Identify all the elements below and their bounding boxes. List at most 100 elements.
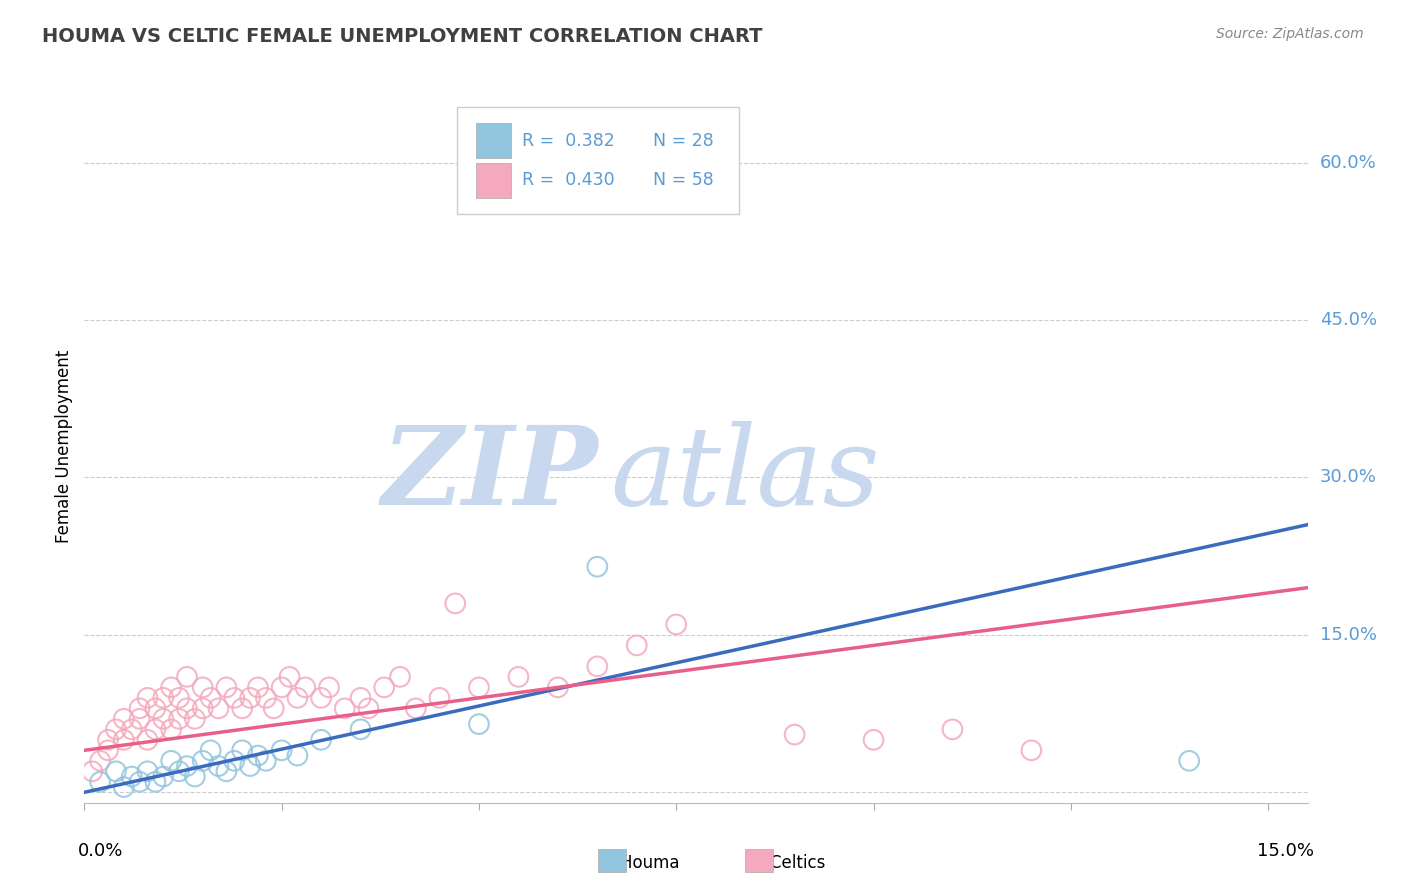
Text: 0.0%: 0.0% <box>79 842 124 860</box>
Point <box>389 670 412 684</box>
Text: 15.0%: 15.0% <box>1257 842 1313 860</box>
Point <box>468 717 491 731</box>
Point <box>405 701 427 715</box>
Y-axis label: Female Unemployment: Female Unemployment <box>55 350 73 542</box>
Point <box>586 659 609 673</box>
Point <box>145 723 167 737</box>
Point <box>104 723 127 737</box>
Point <box>224 754 246 768</box>
Point <box>349 723 371 737</box>
Point <box>294 681 316 695</box>
Text: Houma: Houma <box>599 855 681 872</box>
Point <box>626 639 648 653</box>
Point <box>1178 754 1201 768</box>
Point <box>207 701 229 715</box>
Text: R =  0.382: R = 0.382 <box>522 132 614 150</box>
Point <box>309 690 332 705</box>
Point <box>97 732 120 747</box>
Point <box>176 759 198 773</box>
Point <box>254 690 277 705</box>
Point <box>152 712 174 726</box>
Point <box>429 690 451 705</box>
Point <box>136 732 159 747</box>
Point <box>508 670 530 684</box>
Point <box>246 748 269 763</box>
Point <box>167 690 190 705</box>
Point <box>136 690 159 705</box>
Point <box>547 681 569 695</box>
Point <box>121 770 143 784</box>
Point <box>231 743 253 757</box>
Point <box>145 701 167 715</box>
Point <box>152 690 174 705</box>
Point <box>97 743 120 757</box>
Point <box>246 681 269 695</box>
Point <box>215 764 238 779</box>
Point <box>333 701 356 715</box>
Point <box>270 743 292 757</box>
Point <box>468 681 491 695</box>
Point <box>112 732 135 747</box>
Text: N = 28: N = 28 <box>654 132 714 150</box>
Point <box>89 754 111 768</box>
Text: 45.0%: 45.0% <box>1320 311 1376 329</box>
Point <box>112 780 135 794</box>
Point <box>136 764 159 779</box>
Point <box>349 690 371 705</box>
Point <box>176 701 198 715</box>
Point <box>941 723 963 737</box>
Point <box>373 681 395 695</box>
Point <box>191 681 214 695</box>
Point <box>160 754 183 768</box>
FancyBboxPatch shape <box>475 162 512 198</box>
Text: Source: ZipAtlas.com: Source: ZipAtlas.com <box>1216 27 1364 41</box>
Point <box>239 759 262 773</box>
Point <box>287 748 309 763</box>
Point <box>160 723 183 737</box>
Point <box>184 770 207 784</box>
Point <box>145 774 167 789</box>
Point <box>318 681 340 695</box>
Point <box>128 712 150 726</box>
Point <box>287 690 309 705</box>
Point <box>191 701 214 715</box>
Point <box>231 701 253 715</box>
Text: atlas: atlas <box>610 421 880 528</box>
Point <box>207 759 229 773</box>
Point <box>128 701 150 715</box>
FancyBboxPatch shape <box>475 123 512 159</box>
Point <box>444 596 467 610</box>
Text: ZIP: ZIP <box>381 421 598 528</box>
Text: R =  0.430: R = 0.430 <box>522 171 614 189</box>
Point <box>309 732 332 747</box>
Text: 60.0%: 60.0% <box>1320 153 1376 171</box>
Point <box>89 774 111 789</box>
Point <box>254 754 277 768</box>
Point <box>665 617 688 632</box>
Point <box>176 670 198 684</box>
Point <box>783 728 806 742</box>
Point <box>167 712 190 726</box>
Point <box>862 732 884 747</box>
Point <box>586 559 609 574</box>
Point <box>224 690 246 705</box>
Point <box>1021 743 1043 757</box>
Point <box>152 770 174 784</box>
Point <box>184 712 207 726</box>
Point <box>270 681 292 695</box>
Point <box>167 764 190 779</box>
Point <box>121 723 143 737</box>
Point <box>239 690 262 705</box>
Point <box>82 764 104 779</box>
Point <box>112 712 135 726</box>
Point <box>215 681 238 695</box>
Point <box>200 743 222 757</box>
Point <box>104 764 127 779</box>
Point <box>200 690 222 705</box>
Point <box>128 774 150 789</box>
Text: HOUMA VS CELTIC FEMALE UNEMPLOYMENT CORRELATION CHART: HOUMA VS CELTIC FEMALE UNEMPLOYMENT CORR… <box>42 27 762 45</box>
Text: N = 58: N = 58 <box>654 171 714 189</box>
Text: 15.0%: 15.0% <box>1320 626 1376 644</box>
Text: Celtics: Celtics <box>749 855 825 872</box>
FancyBboxPatch shape <box>457 107 738 214</box>
